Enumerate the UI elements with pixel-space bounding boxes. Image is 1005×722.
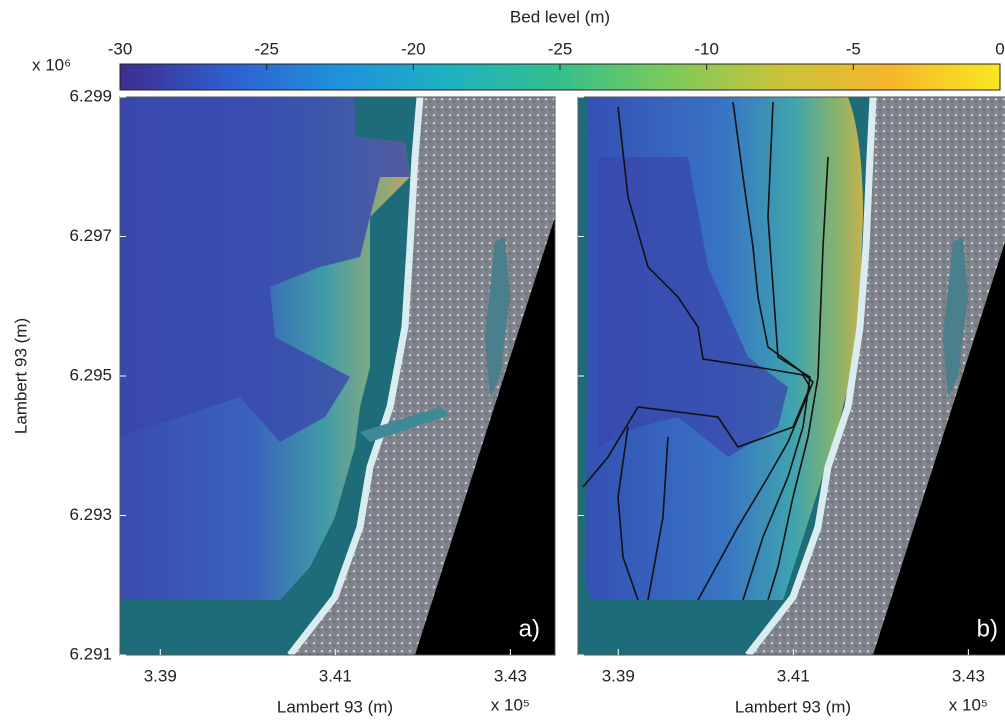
x-axis-label: Lambert 93 (m) xyxy=(735,697,851,716)
panel-label: b) xyxy=(977,615,998,642)
x-tick-label: 3.41 xyxy=(319,666,352,685)
colorbar-tick-label: -10 xyxy=(694,39,719,58)
colorbar-tick-label: -25 xyxy=(548,39,573,58)
y-tick-label: 6.295 xyxy=(69,365,112,384)
x-tick-label: 3.43 xyxy=(952,666,985,685)
x-tick-label: 3.41 xyxy=(777,666,810,685)
x-tick-label: 3.39 xyxy=(144,666,177,685)
colorbar-tick-label: -5 xyxy=(846,39,861,58)
colorbar-tick-label: 0 xyxy=(995,39,1004,58)
y-axis-label: Lambert 93 (m) xyxy=(11,318,30,434)
map-panel-b xyxy=(578,97,1005,655)
colorbar-tick-label: -25 xyxy=(254,39,279,58)
x-tick-label: 3.39 xyxy=(602,666,635,685)
y-tick-label: 6.299 xyxy=(69,86,112,105)
x-multiplier: x 10⁵ xyxy=(491,695,530,714)
map-panel-a xyxy=(120,97,555,655)
colorbar-tick-label: -30 xyxy=(108,39,133,58)
y-tick-label: 6.293 xyxy=(69,505,112,524)
y-tick-label: 6.297 xyxy=(69,226,112,245)
y-multiplier: x 10⁶ xyxy=(32,55,71,74)
x-tick-label: 3.43 xyxy=(494,666,527,685)
x-axis-label: Lambert 93 (m) xyxy=(277,697,393,716)
colorbar-title: Bed level (m) xyxy=(510,7,610,26)
panel-label: a) xyxy=(519,615,540,642)
colorbar-tick-label: -20 xyxy=(401,39,426,58)
y-tick-label: 6.291 xyxy=(69,644,112,663)
x-multiplier: x 10⁵ xyxy=(949,695,988,714)
